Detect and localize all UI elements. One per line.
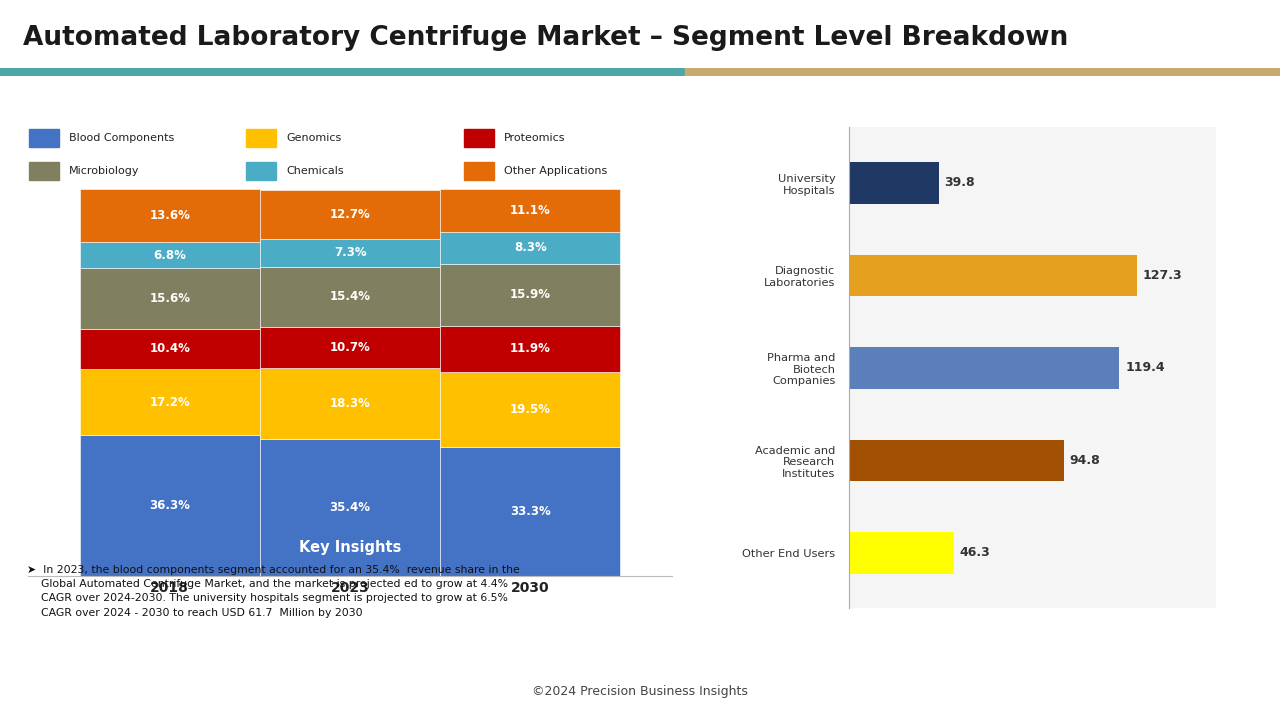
Text: ©2024 Precision Business Insights: ©2024 Precision Business Insights [532,685,748,698]
Bar [849,440,1064,481]
Text: 46.3: 46.3 [959,546,989,559]
Bar [28,130,59,148]
Bar [0,68,685,76]
Bar [849,255,1138,296]
Text: 8.3%: 8.3% [515,241,547,254]
Bar [849,347,1120,389]
Bar [79,436,260,576]
Text: Microbiology: Microbiology [69,166,140,176]
Text: 119.4: 119.4 [1125,361,1165,374]
Text: Chemicals: Chemicals [287,166,344,176]
Bar [685,68,1280,76]
Bar [440,372,621,447]
Text: Overview of the Global Automated Centrifuge Market Value (Share %), By
Applicati: Overview of the Global Automated Centrif… [27,86,547,115]
Text: 12.7%: 12.7% [330,208,370,221]
Text: 19.5%: 19.5% [509,403,550,416]
Bar [79,369,260,436]
Text: 33.3%: 33.3% [509,505,550,518]
Text: 94.8: 94.8 [1069,454,1100,467]
Text: 15.4%: 15.4% [329,290,371,303]
Text: Blood Components: Blood Components [69,133,174,143]
Bar [260,439,440,576]
Bar [260,239,440,267]
Text: 35.4%: 35.4% [329,501,371,514]
Bar [440,325,621,372]
Text: 10.7%: 10.7% [330,341,370,354]
Text: 10.4%: 10.4% [150,342,191,355]
Bar [79,242,260,269]
Bar [246,130,276,148]
Bar [463,162,494,180]
Text: Genomics: Genomics [287,133,342,143]
Bar [463,130,494,148]
Text: ➤  In 2023, the blood components segment accounted for an 35.4%  revenue share i: ➤ In 2023, the blood components segment … [27,564,520,618]
Text: 36.3%: 36.3% [150,499,191,512]
Bar [440,189,621,232]
Text: 17.2%: 17.2% [150,396,191,409]
Text: 6.8%: 6.8% [154,248,187,261]
Text: Other Applications: Other Applications [504,166,607,176]
Bar [440,447,621,576]
Text: Proteomics: Proteomics [504,133,566,143]
Text: 18.3%: 18.3% [330,397,370,410]
Bar [849,532,954,574]
Text: 39.8: 39.8 [945,176,975,189]
Text: 15.9%: 15.9% [509,288,550,301]
Text: Key Insights: Key Insights [300,541,401,555]
Text: 11.1%: 11.1% [509,204,550,217]
Bar [849,162,940,204]
Bar [246,162,276,180]
Text: 127.3: 127.3 [1143,269,1183,282]
Bar [79,189,260,242]
Bar [260,189,440,239]
Text: 11.9%: 11.9% [509,342,550,355]
Bar [28,162,59,180]
Bar [440,264,621,325]
Text: Overview of the Global Automated Centrifuge Market Value (USD Million),
By End U: Overview of the Global Automated Centrif… [712,86,1230,115]
Text: 7.3%: 7.3% [334,246,366,259]
Bar [260,368,440,439]
Text: Automated Laboratory Centrifuge Market – Segment Level Breakdown: Automated Laboratory Centrifuge Market –… [23,25,1069,51]
Text: 13.6%: 13.6% [150,209,191,222]
Bar [79,269,260,328]
Bar [260,267,440,327]
Bar [260,327,440,368]
Text: 15.6%: 15.6% [150,292,191,305]
Bar [79,328,260,369]
Bar [440,232,621,264]
